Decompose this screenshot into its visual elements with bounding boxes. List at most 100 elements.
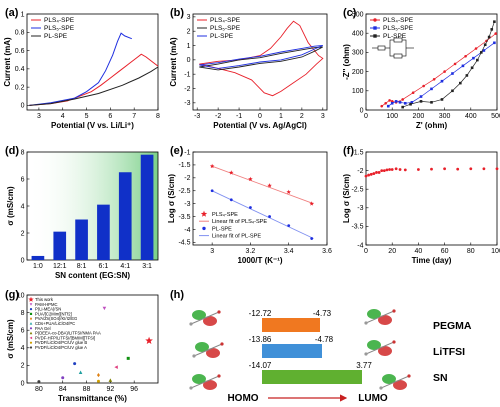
panel-f-point [417,168,420,171]
panel-f-point [367,173,371,177]
panel-g-point [96,379,100,383]
panel-d-ytick-label: 2 [21,230,25,237]
panel-f-frame [365,151,498,246]
panel-g-legend-marker [29,341,33,344]
panel-d-xlabel: SN content (EG:SN) [55,271,130,280]
panel-g-xtick-label: 88 [83,386,91,393]
panel-g-legend-text: PAA Gel [35,326,51,331]
panel-c-point [440,98,444,101]
panel-g-legend-marker [29,331,33,335]
circuit-resistor-icon [393,53,403,59]
panel-g-xtick-label: 80 [35,386,43,393]
panel-e-legend-marker [200,210,208,217]
panel-e-fit-line [211,190,314,239]
panel-c-point [476,58,479,62]
panel-f-point [403,168,407,172]
molecule-bond-icon [365,310,395,324]
orbital-lobe-icon [378,315,392,325]
panel-c-point [390,101,394,105]
panel-e-xtick-label: 3.4 [284,248,294,255]
panel-c-ytick-label: 400 [352,31,364,38]
panel-g-xtick-label: 96 [130,386,138,393]
panel-a-xtick-label: 8 [156,113,160,120]
panel-c-point [494,32,497,35]
panel-c-point [493,41,496,45]
panel-a-xlabel: Potential (V vs. Li/Li⁺) [51,121,134,130]
panel-g-legend-marker [28,296,34,302]
panel-c-ytick-label: 300 [352,50,364,57]
panel-b-series-line [199,20,324,97]
panel-b-ytick-label: 2 [187,28,191,35]
lumo-caption: LUMO [358,393,388,404]
panel-c-point [394,100,398,103]
panel-g-ytick-label: 10 [17,292,25,299]
panel-c-point [409,102,412,106]
panel-c-point [479,51,483,54]
panel-c-xtick-label: 100 [386,113,398,120]
panel-g-legend-text: PAM-HPMC [35,302,58,307]
panel-c-point [404,101,407,105]
panel-f-xtick-label: 40 [415,248,423,255]
panel-d-xtick-label: 4:1 [120,263,130,270]
panel-c-ytick-label: 500 [352,11,364,18]
panel-c-point [419,95,423,98]
orbital-lobe-icon [367,340,381,350]
panel-g-legend-text: PUA/[C2Mim][NTf2] [35,311,72,316]
circuit-cpe-icon [393,37,403,43]
panel-e-xlabel: 1000/T (K⁻¹) [237,256,282,265]
circuit-parallel-branch [389,39,407,57]
molecule-atom-icon [392,340,396,344]
panel-c-xtick-label: 200 [413,113,425,120]
panel-f-ytick-label: -4 [357,242,363,249]
panel-g-label: (g) [5,289,19,301]
panel-g-point [145,336,153,344]
molecule-atom-icon [217,310,221,314]
panel-f-point [482,167,486,171]
panel-c-legend-text: PLS₅-SPE [383,25,414,32]
panel-f-point [443,167,446,171]
panel-c-legend-marker [373,26,377,30]
panel-e-ytick-label: -4.5 [178,240,190,247]
panel-c-label: (c) [343,7,357,19]
molecule-atom-icon [407,374,411,378]
panel-g-point [78,370,83,374]
homo-value: -14.07 [249,361,272,370]
panel-e-ylabel: Log σ (S/cm) [167,174,176,223]
panel-b-legend-text: PL-SPE [210,33,234,40]
panel-f-point [380,169,384,173]
panel-f-xtick-label: 0 [364,248,368,255]
panel-e-ytick-label: -2.5 [178,188,190,195]
panel-a-xtick-label: 6 [108,113,112,120]
panel-d-bar [118,172,132,260]
orbital-lobe-icon [393,380,407,390]
panel-b-ytick-label: 3 [187,14,191,21]
molecule-atom-icon [192,354,196,358]
panel-c-point [422,84,425,88]
panel-f-point [372,172,376,175]
panel-d-xtick-label: 12:1 [53,263,67,270]
lumo-value: 3.77 [356,361,372,370]
panel-e-legend-text: PLS₄-SPE [212,212,238,218]
panel-f-point [364,174,368,178]
panel-a-legend-text: PLS₄-SPE [44,17,75,24]
panel-e-point [310,237,314,240]
molecule-atom-icon [364,352,368,356]
molecule-name: SN [433,372,448,384]
panel-f-xtick-label: 80 [467,248,475,255]
panel-c-point [401,98,404,101]
panel-f-ylabel: Log σ (S/cm) [342,174,351,223]
panel-g-legend-marker [29,308,33,311]
molecule-atom-icon [220,342,224,346]
panel-g-frame [26,294,159,384]
panel-a-frame [26,13,159,111]
panel-c-point [430,101,433,104]
panel-f-xtick-label: 20 [388,248,396,255]
panel-c-ylabel: -Z'' (ohm) [342,44,351,80]
panel-c-ytick-label: 200 [352,69,364,76]
panel-b-xtick-label: -1 [236,113,242,120]
panel-c-frame [365,13,498,111]
panel-c-xtick-label: 300 [439,113,451,120]
panel-c-legend-marker [373,18,377,22]
panel-a-ytick-label: 0.8 [15,30,25,37]
orbital-lobe-icon [203,316,217,326]
